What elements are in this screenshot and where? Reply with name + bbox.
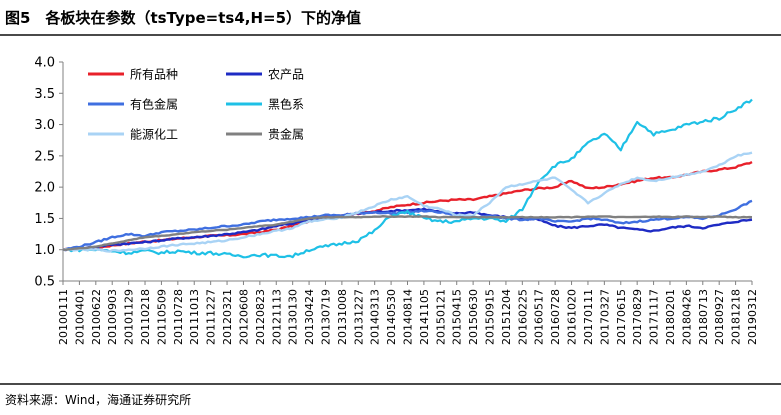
x-tick-label: 20180201 [664, 289, 677, 345]
x-tick-label: 20170829 [631, 289, 644, 345]
x-tick-label: 20161020 [566, 289, 579, 345]
y-tick-label: 4.0 [34, 56, 55, 71]
x-tick-label: 20170111 [582, 289, 595, 345]
x-tick-label: 20130130 [287, 289, 300, 345]
x-tick-label: 20180927 [713, 289, 726, 345]
y-tick-label: 3.0 [34, 118, 55, 133]
x-tick-label: 20150121 [434, 289, 447, 345]
source-note: 资料来源：Wind，海通证券研究所 [5, 393, 192, 407]
x-tick-label: 20151204 [500, 289, 513, 345]
y-tick-label: 1.0 [34, 243, 55, 258]
x-tick-label: 20100401 [73, 289, 86, 345]
x-tick-label: 20170327 [598, 289, 611, 345]
x-tick-label: 20140313 [369, 289, 382, 345]
y-tick-label: 2.0 [34, 181, 55, 196]
x-tick-label: 20141105 [418, 289, 431, 345]
x-tick-label: 20140814 [402, 289, 415, 345]
x-tick-label: 20160225 [516, 289, 529, 345]
y-tick-label: 0.5 [34, 275, 55, 290]
x-tick-label: 20120823 [254, 289, 267, 345]
x-tick-label: 20130719 [319, 289, 332, 345]
series-line-3 [62, 98, 753, 259]
x-tick-label: 20120321 [221, 289, 234, 345]
x-tick-label: 20160728 [549, 289, 562, 345]
series-line-5 [62, 215, 753, 251]
x-tick-label: 20150630 [467, 289, 480, 345]
series-lines [62, 98, 753, 259]
legend-label: 能源化工 [130, 128, 178, 142]
source-bar: 资料来源：Wind，海通证券研究所 [0, 383, 781, 415]
y-tick-label: 2.5 [34, 149, 55, 164]
x-tick-label: 20120608 [237, 289, 250, 345]
series-line-1 [62, 207, 753, 252]
x-tick-label: 20171117 [648, 289, 661, 345]
chart-title: 图5 各板块在参数（tsType=ts4,H=5）下的净值 [5, 9, 362, 27]
x-tick-label: 20100622 [90, 289, 103, 345]
series-line-0 [62, 161, 753, 252]
x-tick-label: 20100903 [106, 289, 119, 345]
x-tick-label: 20111013 [188, 289, 201, 345]
x-tick-label: 20130424 [303, 289, 316, 345]
x-tick-label: 20100111 [57, 289, 70, 345]
x-tick-label: 20131227 [352, 289, 365, 345]
y-tick-label: 3.5 [34, 87, 55, 102]
y-tick-label: 1.5 [34, 212, 55, 227]
x-tick-label: 20110728 [172, 289, 185, 345]
x-tick-label: 20160517 [533, 289, 546, 345]
title-bar: 图5 各板块在参数（tsType=ts4,H=5）下的净值 [0, 0, 781, 36]
legend-label: 黑色系 [268, 98, 304, 112]
x-tick-label: 20170615 [615, 289, 628, 345]
legend-label: 所有品种 [130, 68, 178, 82]
x-tick-label: 20110509 [155, 289, 168, 345]
x-tick-label: 20150915 [484, 289, 497, 345]
x-tick-label: 20140530 [385, 289, 398, 345]
x-tick-label: 20180713 [697, 289, 710, 345]
x-tick-label: 20111227 [205, 289, 218, 345]
series-line-4 [62, 151, 753, 253]
x-tick-label: 20131008 [336, 289, 349, 345]
legend-label: 有色金属 [130, 97, 178, 112]
legend-label: 贵金属 [268, 127, 304, 142]
x-tick-label: 20101129 [123, 289, 136, 345]
x-tick-label: 20110218 [139, 289, 152, 345]
x-tick-label: 20150415 [451, 289, 464, 345]
x-tick-label: 20121113 [270, 289, 283, 345]
x-tick-label: 20181218 [730, 289, 743, 345]
x-tick-label: 20180426 [680, 289, 693, 345]
legend-label: 农产品 [268, 68, 304, 82]
series-line-2 [62, 199, 753, 251]
x-tick-label: 20190312 [746, 289, 759, 345]
